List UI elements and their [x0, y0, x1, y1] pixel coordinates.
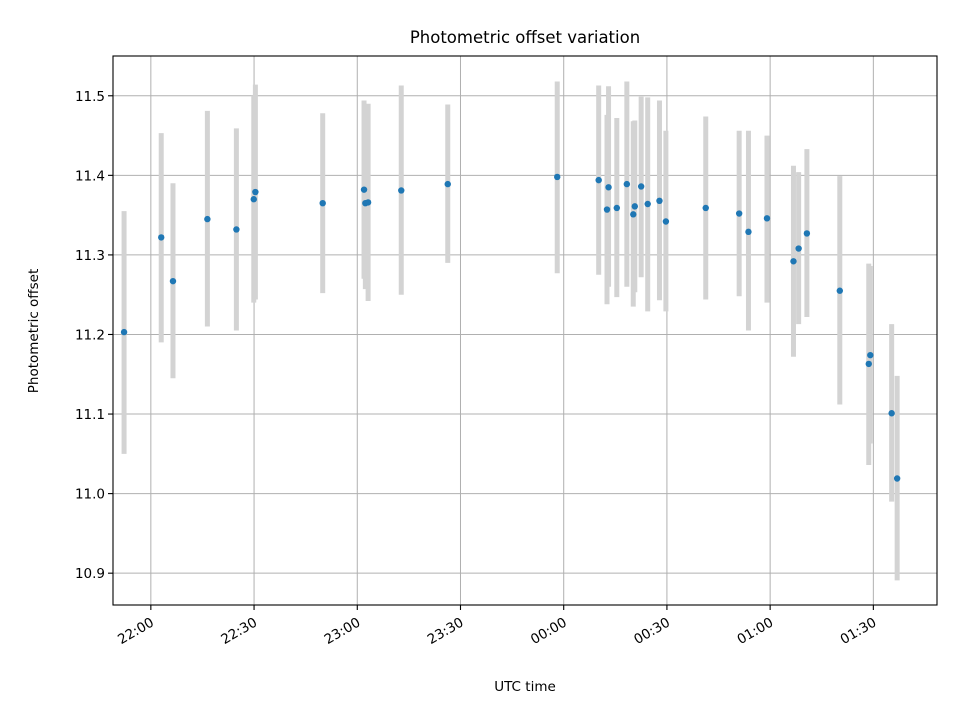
x-tick-label: 00:00 — [528, 615, 570, 648]
data-point — [623, 180, 631, 188]
data-point — [790, 258, 797, 265]
data-point — [865, 360, 872, 368]
data-point — [398, 187, 405, 194]
data-point — [836, 287, 844, 294]
data-point — [644, 200, 651, 208]
data-point — [250, 196, 257, 203]
data-point — [252, 188, 259, 196]
x-tick-label: 23:00 — [322, 615, 364, 648]
data-point — [364, 199, 372, 206]
y-tick-label: 11.4 — [75, 168, 105, 184]
data-points — [120, 173, 901, 482]
data-point — [605, 184, 612, 191]
data-point — [735, 210, 743, 217]
data-point — [893, 475, 901, 482]
data-point — [702, 204, 709, 212]
y-axis-label: Photometric offset — [26, 269, 42, 393]
data-point — [603, 206, 611, 213]
data-point — [204, 215, 211, 223]
y-tick-label: 11.3 — [75, 248, 105, 264]
y-tick-label: 11.2 — [75, 327, 105, 343]
y-tick-label: 11.5 — [75, 89, 105, 105]
data-point — [631, 203, 639, 210]
data-point — [630, 211, 637, 218]
y-tick-label: 11.1 — [75, 407, 105, 423]
data-point — [656, 197, 663, 205]
x-tick-label: 22:00 — [115, 615, 157, 648]
x-tick-label: 22:30 — [218, 615, 260, 648]
data-point — [763, 215, 771, 222]
data-point — [613, 204, 621, 212]
data-point — [745, 228, 752, 236]
y-tick-label: 11.0 — [75, 487, 105, 503]
data-point — [795, 245, 802, 252]
plot-frame — [112, 55, 938, 606]
x-tick-label: 23:30 — [425, 615, 467, 648]
y-axis-ticks: 10.9 11.0 11.1 11.2 11.3 11.4 11.5 — [75, 89, 113, 582]
data-point — [595, 176, 602, 184]
x-axis-label: UTC time — [494, 679, 556, 695]
x-tick-label: 01:00 — [734, 615, 776, 648]
data-point — [319, 199, 326, 207]
data-point — [158, 234, 165, 241]
data-point — [662, 218, 670, 225]
data-point — [637, 183, 645, 190]
error-bars — [121, 81, 900, 581]
data-point — [360, 186, 368, 193]
x-tick-label: 00:30 — [631, 615, 673, 648]
x-tick-label: 01:30 — [838, 615, 880, 648]
data-point — [803, 230, 811, 237]
data-point — [120, 328, 128, 336]
data-point — [233, 226, 240, 233]
data-point — [554, 173, 561, 181]
chart-title: Photometric offset variation — [410, 28, 640, 47]
x-axis-ticks: 22:00 22:30 23:00 23:30 00:00 00:30 01:00 01:30 — [115, 605, 879, 648]
data-point — [867, 351, 874, 359]
data-point — [169, 277, 177, 285]
y-tick-label: 10.9 — [75, 566, 105, 582]
data-point — [444, 180, 451, 188]
data-point — [888, 410, 895, 417]
